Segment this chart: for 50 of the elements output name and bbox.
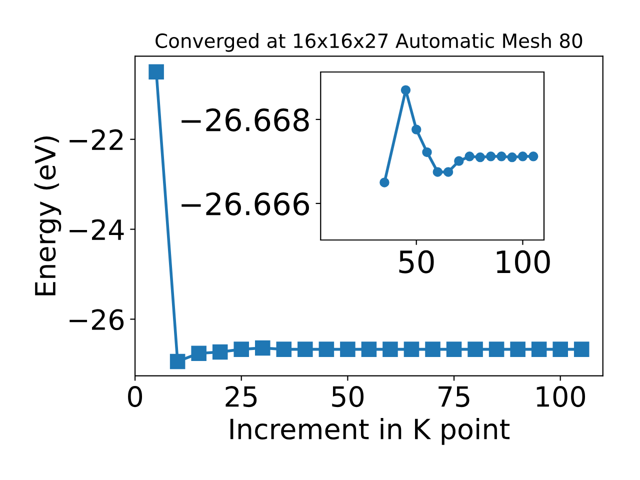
x-axis-title: Increment in K point	[230, 418, 510, 445]
x-tick-label: 75	[438, 386, 470, 408]
x-tick-label: 25	[226, 386, 257, 408]
y-tick-label: −26.668	[182, 108, 309, 132]
y-tick-label: −22	[70, 129, 123, 150]
point	[468, 342, 483, 357]
point	[234, 342, 250, 357]
point	[400, 85, 411, 95]
point	[254, 340, 270, 356]
point	[552, 342, 568, 357]
point	[404, 342, 420, 357]
point	[170, 354, 186, 370]
y-axis-title: Energy (eV)	[34, 136, 62, 296]
point	[574, 342, 590, 357]
x-tick-label: 100	[536, 386, 586, 408]
point	[454, 156, 464, 166]
point	[340, 342, 356, 357]
point	[425, 342, 440, 357]
point	[422, 147, 432, 158]
point	[486, 152, 496, 162]
point	[510, 342, 526, 357]
point	[412, 124, 422, 134]
point	[446, 342, 462, 357]
point	[318, 342, 334, 357]
point	[507, 152, 517, 162]
point	[432, 167, 442, 177]
y-tick-label: −24	[70, 219, 124, 240]
point	[443, 167, 454, 177]
point	[464, 152, 474, 162]
point	[488, 342, 504, 357]
point	[380, 178, 390, 188]
x-tick-label: 100	[496, 250, 550, 274]
point	[148, 64, 164, 80]
x-tick-label: 0	[128, 386, 142, 408]
point	[276, 342, 292, 357]
x-tick-label: 50	[399, 250, 434, 274]
point	[518, 152, 528, 162]
y-tick-label: −26	[70, 309, 124, 330]
point	[475, 152, 486, 162]
point	[212, 344, 228, 360]
point	[382, 342, 398, 357]
point	[528, 152, 538, 162]
x-tick-label: 50	[332, 386, 364, 408]
chart-title: Converged at 16x16x27 Automatic Mesh 80	[156, 33, 582, 52]
point	[361, 342, 377, 357]
y-tick-label: −26.666	[182, 192, 309, 216]
point	[298, 342, 313, 357]
point	[531, 342, 547, 357]
point	[496, 152, 506, 162]
point	[191, 346, 206, 361]
